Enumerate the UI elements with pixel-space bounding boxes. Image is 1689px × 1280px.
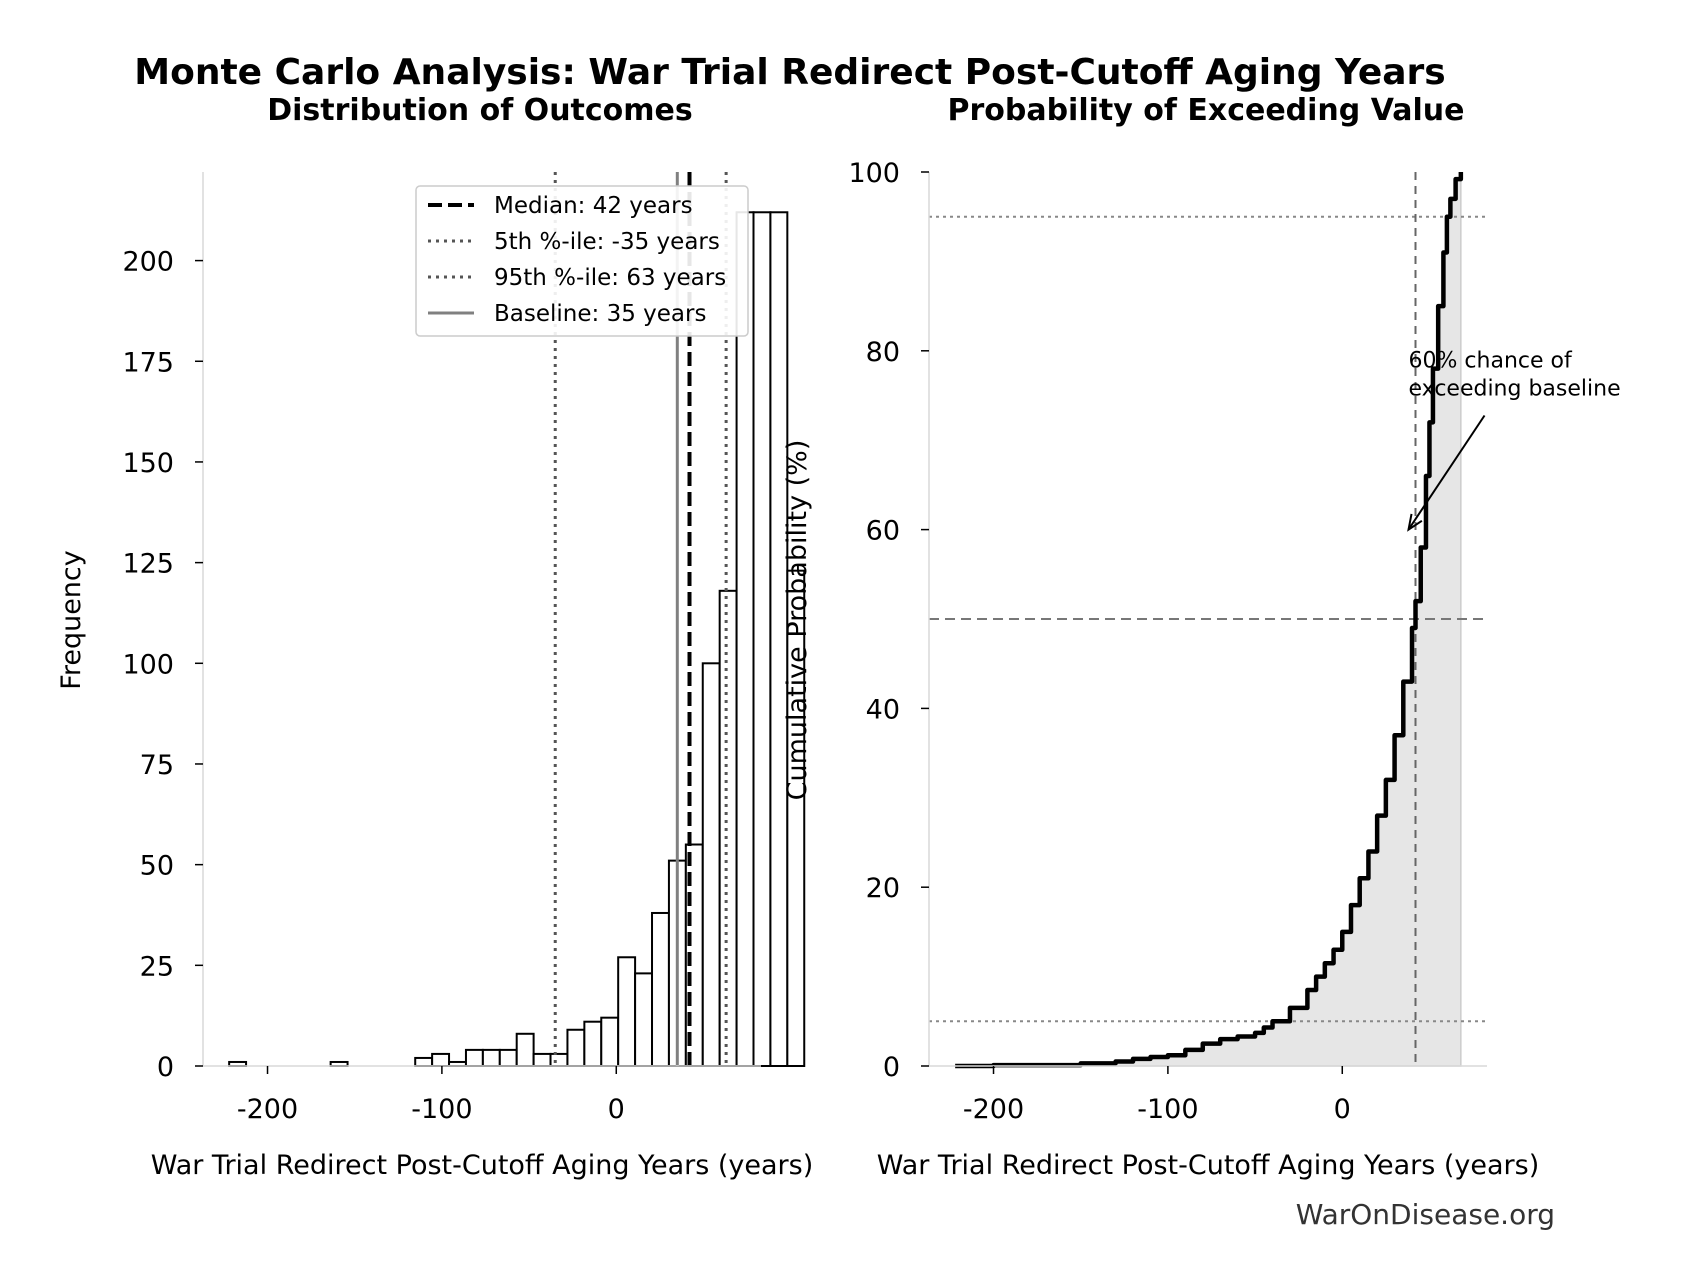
legend-median-label: Median: 42 years bbox=[494, 193, 693, 219]
histogram-bar bbox=[431, 1052, 451, 1068]
histogram-xlabel: War Trial Redirect Post-Cutoff Aging Yea… bbox=[151, 1150, 814, 1181]
watermark: WarOnDisease.org bbox=[1296, 1198, 1555, 1231]
histogram-bar bbox=[701, 662, 721, 1067]
histogram-bar bbox=[498, 1048, 518, 1067]
legend-baseline-label: Baseline: 35 years bbox=[494, 301, 706, 327]
histogram-axes bbox=[202, 172, 761, 1067]
cumulative-panel: Probability of Exceeding Value 0 20 40 60 80… bbox=[782, 93, 1621, 1181]
histogram-bar bbox=[752, 211, 772, 1067]
histogram-bar bbox=[786, 569, 806, 1067]
y-tick-label: 150 bbox=[122, 448, 174, 479]
y-tick-label: 20 bbox=[866, 873, 900, 904]
x-tick-label: 0 bbox=[608, 1094, 625, 1125]
probability-reference-lines bbox=[929, 215, 1487, 1023]
legend-p95-label: 95th %-ile: 63 years bbox=[494, 265, 726, 291]
y-tick-label: 125 bbox=[122, 549, 174, 580]
histogram-title: Distribution of Outcomes bbox=[267, 93, 693, 128]
histogram-bar bbox=[651, 911, 670, 1067]
histogram-bars bbox=[228, 211, 806, 1068]
annotation-text-line-2: exceeding baseline bbox=[1409, 377, 1621, 402]
legend: Median: 42 years 5th %-ile: -35 years 95… bbox=[415, 185, 749, 337]
figure-suptitle: Monte Carlo Analysis: War Trial Redirect… bbox=[134, 52, 1445, 93]
histogram-bar bbox=[735, 211, 755, 1067]
x-tick-label: -200 bbox=[963, 1094, 1024, 1125]
cumulative-xlabel: War Trial Redirect Post-Cutoff Aging Yea… bbox=[877, 1150, 1540, 1181]
annotation-arrowhead bbox=[1407, 513, 1423, 532]
histogram-ylabel: Frequency bbox=[56, 550, 87, 690]
histogram-panel: Distribution of Outcomes 0 25 50 75 100 125 15… bbox=[56, 93, 813, 1181]
y-tick-label: 75 bbox=[140, 750, 174, 781]
right-y-ticks: 0 20 40 60 80 100 bbox=[848, 158, 929, 1083]
histogram-bar bbox=[515, 1032, 535, 1068]
histogram-bar bbox=[600, 1016, 620, 1067]
cumulative-title: Probability of Exceeding Value bbox=[947, 93, 1464, 128]
annotation-text-line-1: 60% chance of bbox=[1409, 349, 1573, 374]
legend-box bbox=[415, 185, 749, 337]
histogram-bar bbox=[464, 1048, 484, 1067]
histogram-bar bbox=[617, 956, 637, 1067]
y-tick-label: 200 bbox=[122, 247, 174, 278]
x-tick-label: -100 bbox=[411, 1094, 472, 1125]
y-tick-label: 0 bbox=[157, 1052, 174, 1083]
x-tick-label: -200 bbox=[237, 1094, 298, 1125]
left-x-ticks: -200 -100 0 bbox=[237, 1066, 625, 1125]
y-tick-label: 100 bbox=[122, 649, 174, 680]
left-y-ticks: 0 25 50 75 100 125 150 175 200 bbox=[122, 247, 203, 1083]
histogram-bar bbox=[583, 1020, 603, 1067]
y-tick-label: 80 bbox=[866, 337, 900, 368]
annotation-arrow bbox=[1407, 414, 1486, 531]
y-tick-label: 40 bbox=[866, 694, 900, 725]
y-tick-label: 50 bbox=[140, 851, 174, 882]
x-tick-label: 0 bbox=[1334, 1094, 1351, 1125]
y-tick-label: 100 bbox=[848, 158, 900, 189]
histogram-bar bbox=[718, 589, 738, 1067]
histogram-bar bbox=[549, 1052, 569, 1068]
annotation: 60% chance of exceeding baseline bbox=[1407, 349, 1621, 532]
histogram-bar bbox=[566, 1028, 586, 1067]
cumulative-axes bbox=[928, 172, 1487, 1067]
cumulative-curve bbox=[955, 172, 1464, 1069]
y-tick-label: 175 bbox=[122, 347, 174, 378]
cumulative-ylabel: Cumulative Probability (%) bbox=[782, 440, 813, 801]
y-tick-label: 0 bbox=[883, 1052, 900, 1083]
x-tick-label: -100 bbox=[1137, 1094, 1198, 1125]
legend-p5-label: 5th %-ile: -35 years bbox=[494, 229, 720, 255]
y-tick-label: 60 bbox=[866, 516, 900, 547]
histogram-bar bbox=[481, 1048, 501, 1067]
histogram-bar bbox=[532, 1052, 552, 1068]
y-tick-label: 25 bbox=[140, 951, 174, 982]
histogram-bar bbox=[634, 972, 654, 1067]
right-x-ticks: -200 -100 0 bbox=[963, 1066, 1351, 1125]
histogram-bar bbox=[414, 1056, 434, 1067]
